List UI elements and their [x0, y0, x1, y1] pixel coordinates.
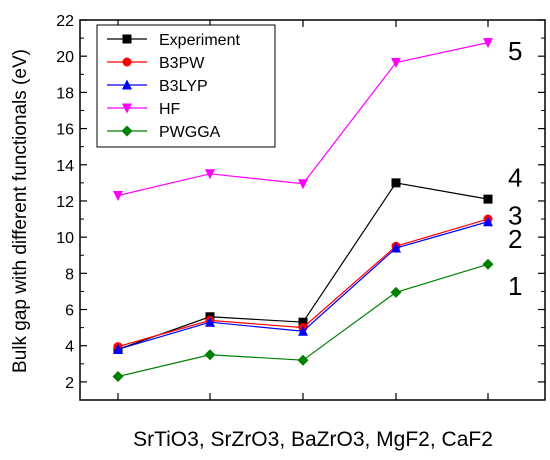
series-hf — [113, 38, 493, 202]
data-point-square — [483, 194, 493, 204]
series-group — [112, 38, 494, 382]
legend-item: B3PW — [107, 55, 205, 72]
data-point-triangle-down — [298, 179, 308, 190]
data-point-triangle-up — [298, 325, 308, 336]
y-tick-label: 22 — [56, 13, 74, 30]
y-tick-label: 20 — [56, 49, 74, 66]
y-tick-label: 14 — [56, 158, 74, 175]
legend-label: B3LYP — [159, 78, 208, 95]
y-tick-label: 10 — [56, 230, 74, 247]
legend-label: PWGGA — [159, 124, 221, 141]
legend: Experiment B3PW B3LYP HF PWGGA — [96, 24, 276, 148]
annotation-label: 4 — [508, 162, 522, 192]
annotation-label: 1 — [508, 271, 522, 301]
annotation-label: 2 — [508, 224, 522, 254]
annotation-label: 3 — [508, 200, 522, 230]
y-tick-label: 6 — [65, 303, 74, 320]
data-point-circle — [122, 57, 132, 67]
y-tick-label: 8 — [65, 266, 74, 283]
legend-label: Experiment — [159, 32, 240, 49]
legend-item: Experiment — [107, 32, 240, 49]
legend-label: B3PW — [159, 55, 205, 72]
legend-item: B3LYP — [107, 78, 208, 95]
data-point-triangle-up — [483, 216, 493, 227]
data-point-triangle-down — [122, 103, 132, 114]
series-b3lyp — [113, 216, 493, 354]
data-point-square — [122, 34, 132, 44]
data-point-triangle-up — [122, 79, 132, 90]
y-axis-label: Bulk gap with different functionals (eV) — [10, 49, 31, 373]
y-tick-label: 12 — [56, 194, 74, 211]
data-point-triangle-up — [205, 316, 215, 327]
plot-frame — [79, 19, 546, 401]
annotations: 5 4 32 1 — [508, 36, 522, 301]
x-axis-label: SrTiO3, SrZrO3, BaZrO3, MgF2, CaF2 — [133, 428, 493, 451]
data-point-diamond — [204, 349, 216, 361]
legend-label: HF — [159, 101, 181, 118]
data-point-diamond — [121, 125, 133, 137]
data-point-triangle-down — [483, 38, 493, 49]
series-pwgga — [112, 258, 494, 382]
data-point-triangle-down — [391, 58, 401, 69]
y-tick-label: 2 — [65, 375, 74, 392]
legend-item: HF — [107, 101, 181, 118]
data-point-triangle-down — [113, 191, 123, 202]
y-tick-label: 16 — [56, 122, 74, 139]
data-point-triangle-down — [205, 169, 215, 180]
data-point-square — [391, 178, 401, 188]
data-point-triangle-up — [113, 343, 123, 354]
data-point-diamond — [112, 370, 124, 382]
data-point-diamond — [390, 286, 402, 298]
legend-item: PWGGA — [107, 124, 221, 141]
y-tick-label: 4 — [65, 339, 74, 356]
data-point-square — [298, 317, 308, 327]
plot-area — [79, 19, 546, 401]
y-tick-label: 18 — [56, 85, 74, 102]
annotation-label: 5 — [508, 36, 522, 66]
data-point-triangle-up — [391, 242, 401, 253]
data-point-diamond — [297, 354, 309, 366]
data-point-diamond — [482, 258, 494, 270]
